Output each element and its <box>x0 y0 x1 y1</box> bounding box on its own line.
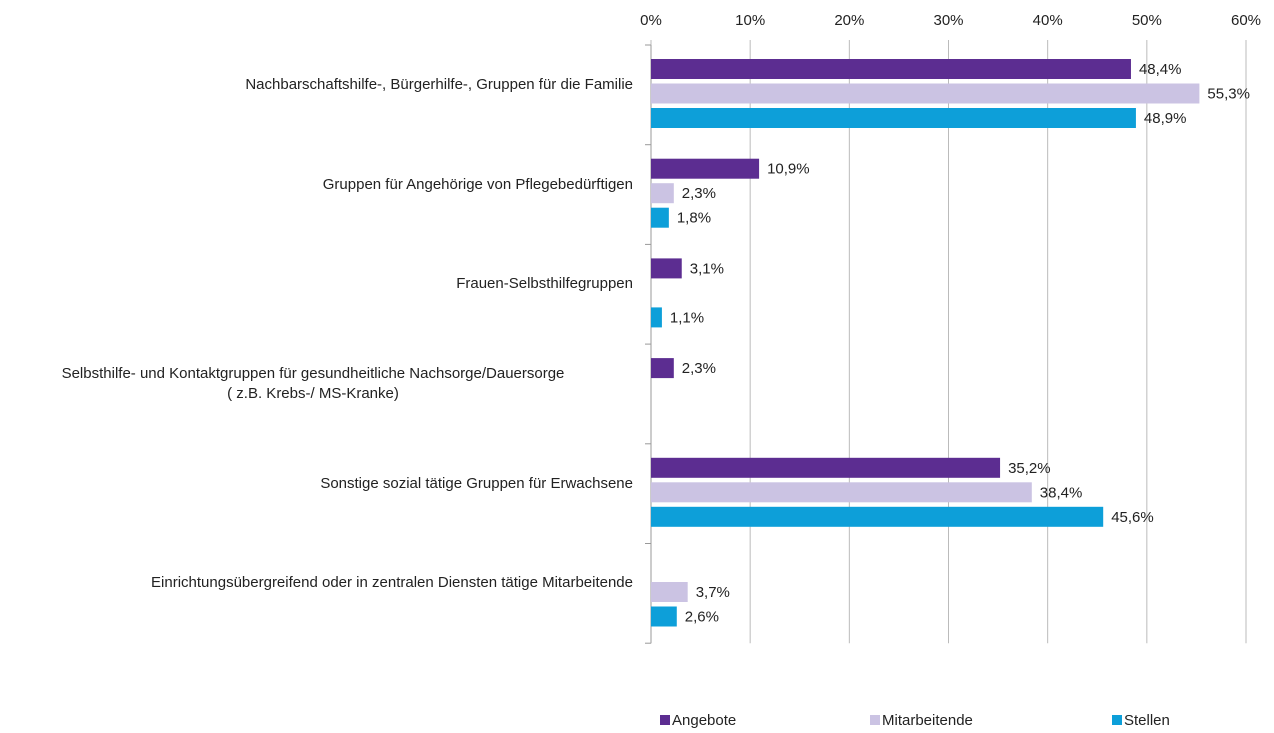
value-label: 45,6% <box>1111 509 1154 526</box>
y-tick-label: Frauen-Selbsthilfegruppen <box>456 275 633 293</box>
value-label: 10,9% <box>767 161 810 178</box>
bar <box>651 358 674 379</box>
bar <box>651 457 1001 478</box>
bar <box>651 59 1131 79</box>
x-tick-label: 20% <box>834 12 864 29</box>
legend-swatch <box>660 715 670 725</box>
bar <box>651 158 760 179</box>
x-tick-label: 30% <box>933 12 963 29</box>
x-tick-label: 10% <box>735 12 765 29</box>
value-label: 2,6% <box>685 608 719 625</box>
legend-swatch <box>870 715 880 725</box>
y-tick-label: Selbsthilfe- und Kontaktgruppen für gesu… <box>61 364 565 402</box>
legend-swatch <box>1112 715 1122 725</box>
legend-label: Mitarbeitende <box>882 712 973 729</box>
value-label: 38,4% <box>1040 484 1083 501</box>
bar <box>651 307 662 328</box>
value-label: 2,3% <box>682 185 716 202</box>
x-tick-label: 60% <box>1231 12 1261 29</box>
x-tick-label: 50% <box>1132 12 1162 29</box>
value-label: 3,1% <box>690 260 724 277</box>
value-label: 2,3% <box>682 360 716 377</box>
bar <box>651 506 1104 527</box>
value-label: 35,2% <box>1008 460 1051 477</box>
x-tick-label: 0% <box>640 12 662 29</box>
value-label: 48,4% <box>1139 61 1182 78</box>
y-tick-label: Einrichtungsübergreifend oder in zentral… <box>151 574 633 592</box>
bar <box>651 108 1136 128</box>
bar <box>651 606 677 627</box>
bar <box>651 582 688 602</box>
bar <box>651 183 674 204</box>
bar <box>651 83 1200 104</box>
x-tick-label: 40% <box>1033 12 1063 29</box>
legend-label: Stellen <box>1124 712 1170 729</box>
y-tick-label: Gruppen für Angehörige von Pflegebedürft… <box>322 175 633 193</box>
value-label: 55,3% <box>1207 85 1250 102</box>
y-tick-label: Sonstige sozial tätige Gruppen für Erwac… <box>320 474 633 492</box>
value-label: 1,1% <box>670 309 704 326</box>
y-tick-label: Nachbarschaftshilfe-, Bürgerhilfe-, Grup… <box>245 75 633 93</box>
bar <box>651 482 1032 503</box>
bar <box>651 207 669 228</box>
legend-label: Angebote <box>672 712 736 729</box>
value-label: 1,8% <box>677 210 711 227</box>
value-label: 48,9% <box>1144 110 1187 127</box>
bar <box>651 258 682 279</box>
value-label: 3,7% <box>696 584 730 601</box>
